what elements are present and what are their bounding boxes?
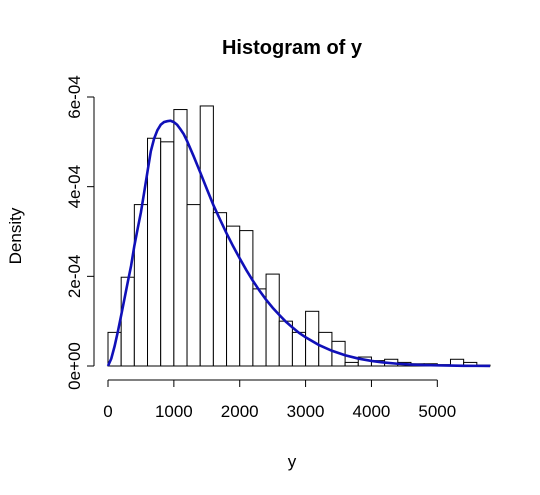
histogram-bar [252,288,267,367]
histogram-bar [120,276,135,367]
y-tick-label: 2e-04 [65,255,84,298]
chart-title: Histogram of y [222,37,363,59]
histogram-bar [199,105,214,367]
x-tick-label: 4000 [353,402,391,421]
x-axis: 0 1000 2000 3000 4000 5000 [103,379,456,421]
x-tick-label: 3000 [287,402,325,421]
histogram-bar [239,230,254,367]
y-axis-label: Density [6,207,25,264]
x-tick-label: 0 [103,402,112,421]
histogram-bar [160,141,175,367]
y-tick-label: 6e-04 [65,75,84,118]
y-tick-label: 0e+00 [65,342,84,390]
histogram-bar [278,320,293,367]
histogram-bar [265,273,280,367]
y-tick-label: 4e-04 [65,165,84,208]
histogram-bar [186,204,201,367]
histogram-bar [147,137,162,367]
histogram-bar [212,212,228,367]
y-axis: 0e+00 2e-04 4e-04 6e-04 [65,75,95,390]
histogram-bar [173,109,188,367]
x-tick-label: 1000 [155,402,193,421]
histogram-bar [344,361,359,367]
x-tick-label: 5000 [418,402,456,421]
bars-group [107,105,491,367]
x-tick-label: 2000 [221,402,259,421]
x-axis-label: y [288,452,297,471]
density-curve [106,119,491,368]
